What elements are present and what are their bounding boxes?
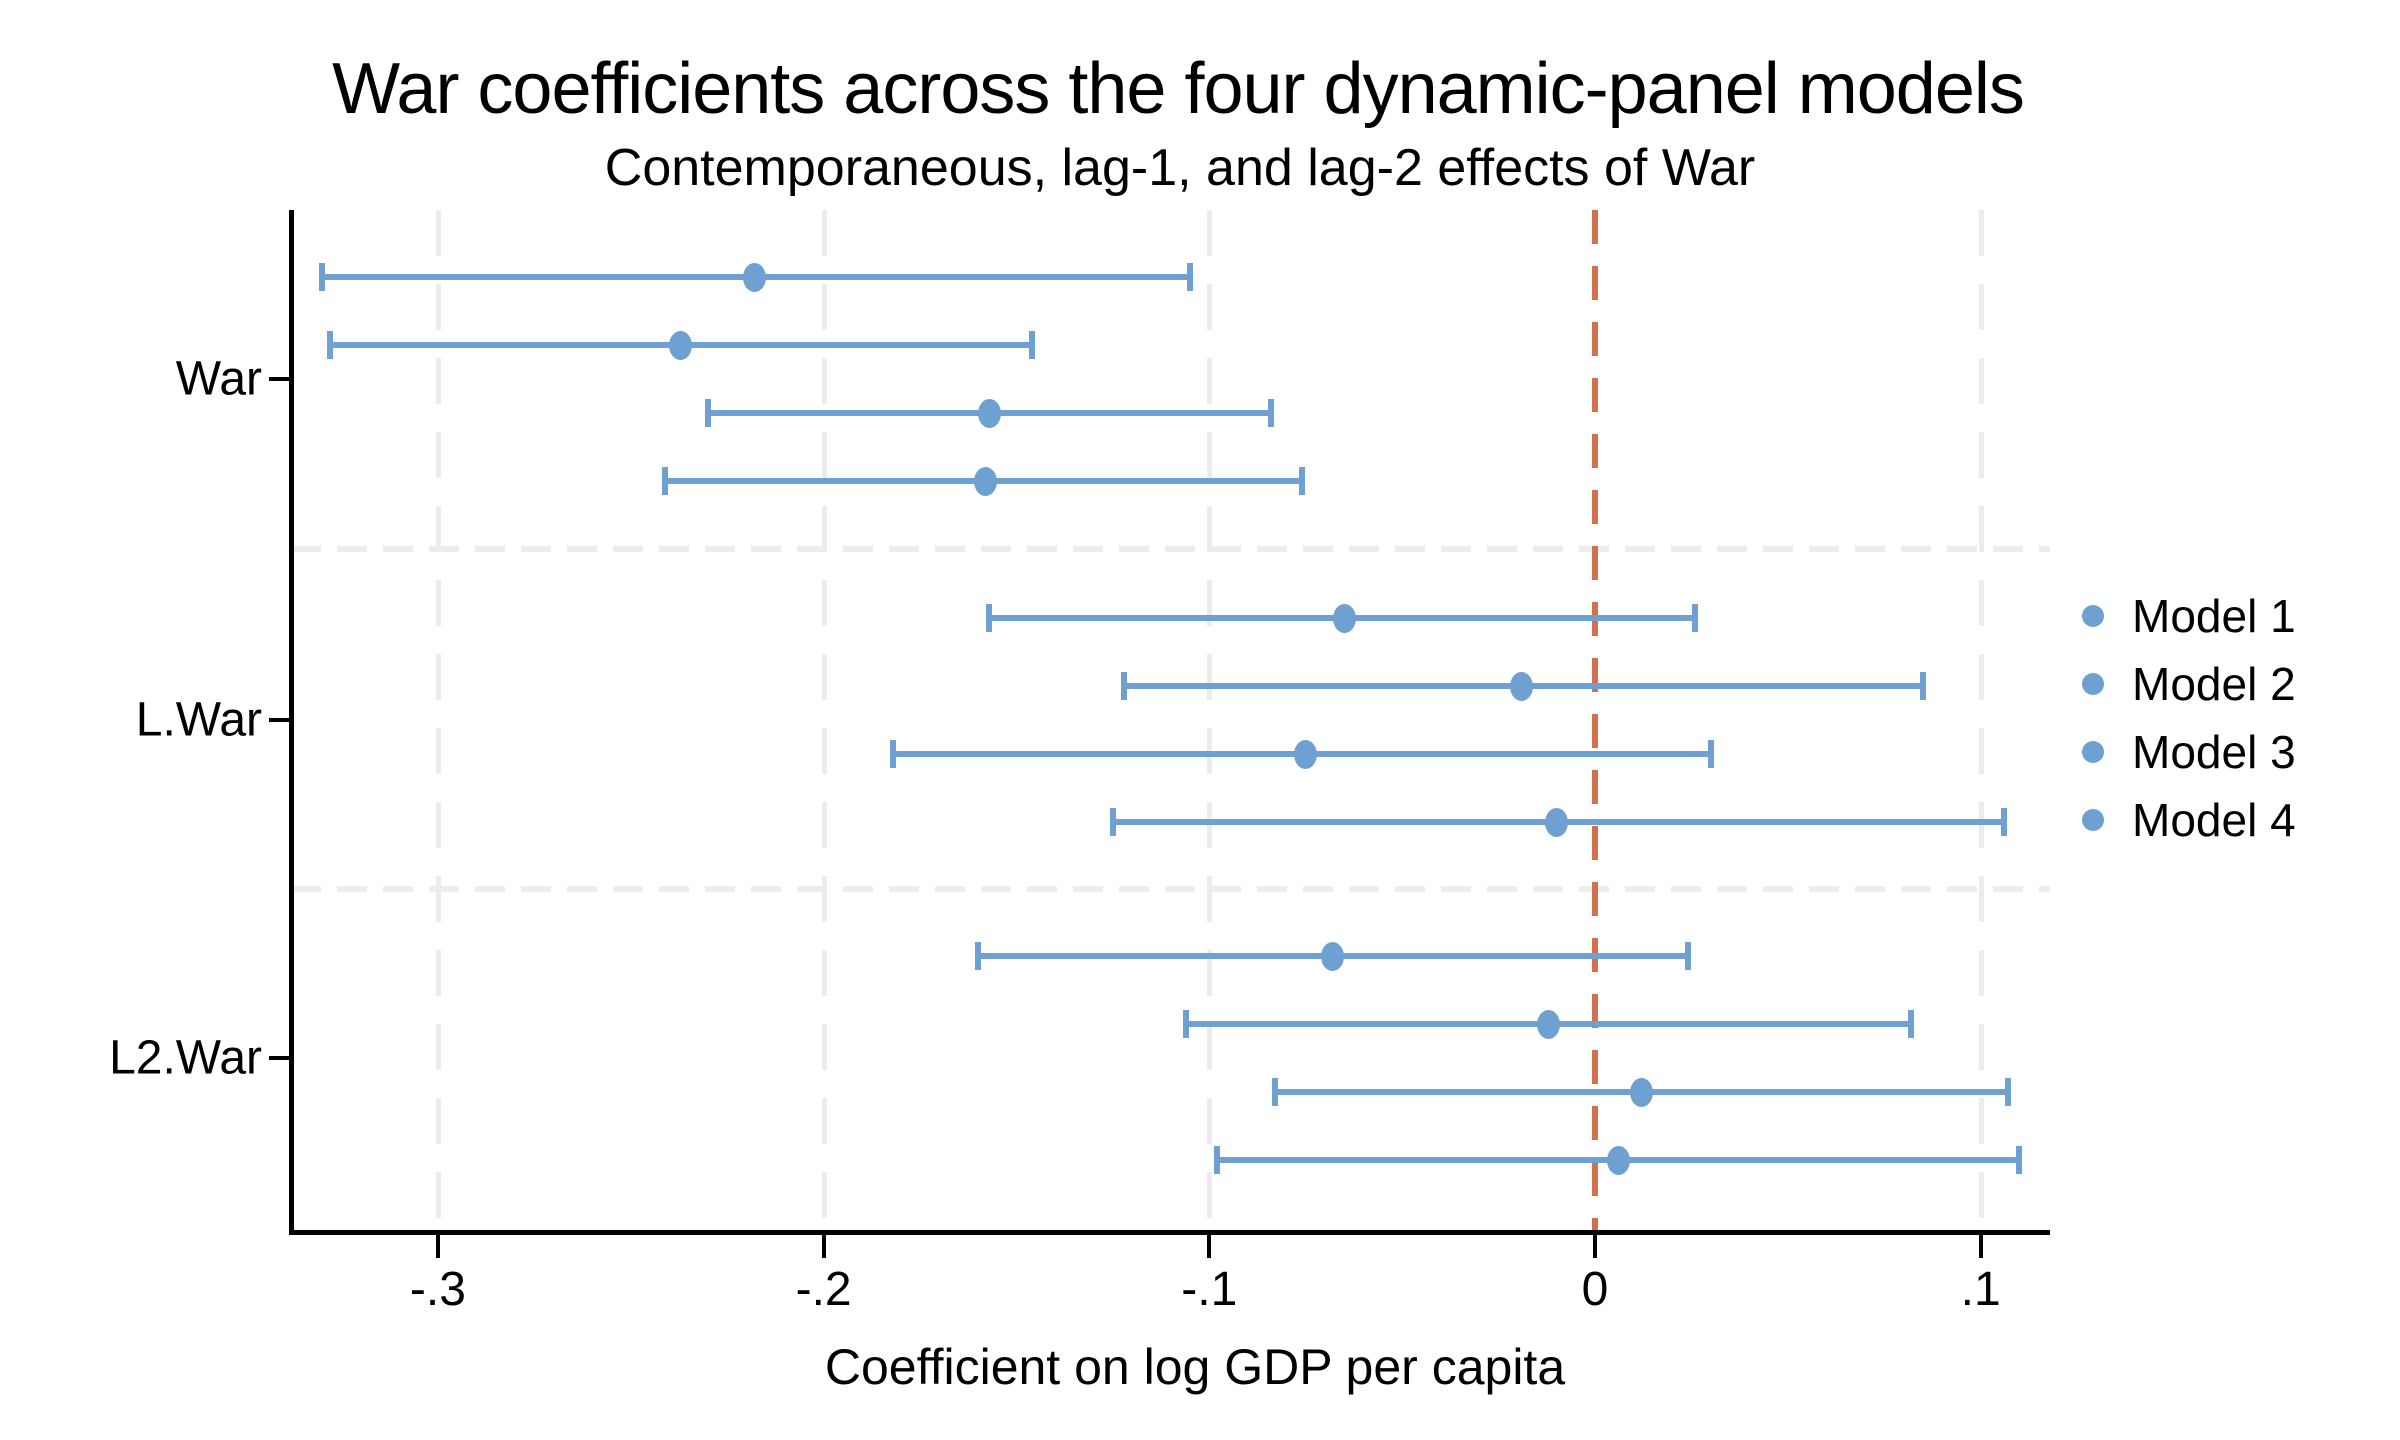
ci-cap-right bbox=[2000, 808, 2007, 836]
x-tick-mark bbox=[1978, 1232, 1983, 1258]
ci-cap-right bbox=[2004, 1078, 2011, 1106]
ci-cap-left bbox=[662, 467, 669, 495]
ci-cap-right bbox=[1707, 740, 1714, 768]
ci-cap-left bbox=[1214, 1146, 1220, 1174]
x-tick-label: -.1 bbox=[1181, 1263, 1238, 1316]
ci-cap-left bbox=[890, 740, 897, 768]
ci-cap-left bbox=[704, 399, 711, 427]
ci-cap-left bbox=[319, 263, 326, 291]
point-estimate-dot bbox=[1332, 603, 1356, 633]
y-tick-mark bbox=[269, 377, 291, 381]
ci-cap-right bbox=[1684, 942, 1691, 970]
legend-label: Model 2 bbox=[2132, 658, 2296, 710]
point-estimate-dot bbox=[1537, 1009, 1561, 1039]
legend-label: Model 3 bbox=[2132, 726, 2296, 778]
ci-cap-left bbox=[1271, 1078, 1278, 1106]
point-estimate-dot bbox=[742, 262, 766, 292]
zero-reference-line bbox=[1592, 210, 1598, 1232]
x-gridline bbox=[821, 210, 827, 1232]
y-category-label: L2.War bbox=[109, 1031, 262, 1085]
x-tick-label: -.2 bbox=[795, 1263, 852, 1316]
legend-label: Model 1 bbox=[2132, 590, 2296, 642]
x-axis-title: Coefficient on log GDP per capita bbox=[824, 1339, 1566, 1395]
ci-cap-left bbox=[1121, 672, 1128, 700]
x-tick-mark bbox=[1593, 1232, 1597, 1258]
point-estimate-dot bbox=[1510, 671, 1534, 701]
y-category-label: War bbox=[175, 352, 262, 406]
y-axis-line bbox=[289, 210, 294, 1235]
ci-cap-right bbox=[1692, 604, 1699, 632]
point-estimate-dot bbox=[1544, 807, 1568, 837]
point-estimate-dot bbox=[1629, 1077, 1653, 1107]
x-gridline bbox=[1978, 210, 1984, 1232]
x-tick-label: -.3 bbox=[409, 1263, 466, 1316]
legend-marker-icon bbox=[2082, 605, 2104, 627]
point-estimate-dot bbox=[977, 398, 1001, 428]
chart-subtitle: Contemporaneous, lag-1, and lag-2 effect… bbox=[604, 139, 1756, 197]
x-gridline bbox=[435, 210, 441, 1232]
x-axis-line bbox=[289, 1230, 2050, 1235]
x-tick-mark bbox=[435, 1232, 440, 1258]
ci-cap-right bbox=[1187, 263, 1193, 291]
chart-title: War coefficients across the four dynamic… bbox=[332, 49, 2025, 129]
x-tick-label: .1 bbox=[1960, 1263, 2001, 1316]
ci-cap-left bbox=[986, 604, 993, 632]
legend-label: Model 4 bbox=[2132, 794, 2296, 846]
ci-cap-left bbox=[326, 331, 333, 359]
ci-cap-right bbox=[1298, 467, 1305, 495]
legend-marker-icon bbox=[2082, 673, 2104, 695]
x-tick-mark bbox=[1207, 1232, 1212, 1258]
point-estimate-dot bbox=[1606, 1145, 1630, 1175]
legend-marker-icon bbox=[2082, 809, 2104, 831]
point-estimate-dot bbox=[974, 466, 998, 496]
ci-cap-left bbox=[974, 942, 981, 970]
y-tick-mark bbox=[269, 718, 291, 722]
ci-cap-left bbox=[1183, 1010, 1190, 1038]
y-tick-mark bbox=[269, 1056, 291, 1060]
point-estimate-dot bbox=[669, 330, 693, 360]
point-estimate-dot bbox=[1321, 941, 1345, 971]
ci-cap-left bbox=[1109, 808, 1116, 836]
group-separator bbox=[291, 546, 2050, 552]
ci-cap-right bbox=[1919, 672, 1926, 700]
point-estimate-dot bbox=[1294, 739, 1318, 769]
legend-marker-icon bbox=[2082, 741, 2104, 763]
ci-cap-right bbox=[1908, 1010, 1915, 1038]
group-separator bbox=[291, 886, 2050, 892]
ci-cap-right bbox=[1268, 399, 1274, 427]
x-tick-mark bbox=[821, 1232, 826, 1258]
ci-cap-right bbox=[1028, 331, 1035, 359]
ci-cap-right bbox=[2016, 1146, 2023, 1174]
x-gridline bbox=[1207, 210, 1213, 1232]
x-tick-label: 0 bbox=[1581, 1263, 1609, 1316]
y-category-label: L.War bbox=[135, 693, 262, 747]
